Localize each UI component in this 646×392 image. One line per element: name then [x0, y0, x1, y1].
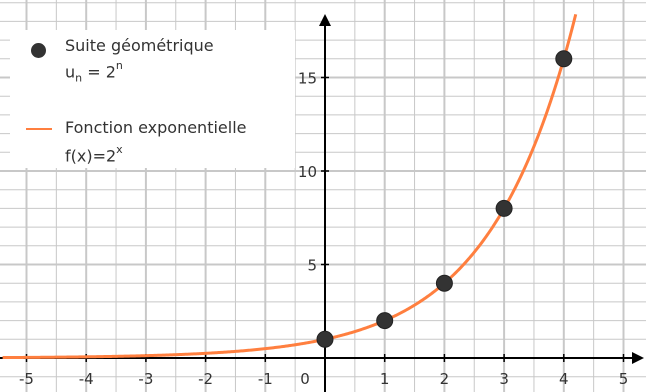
y-tick-label: 5	[307, 257, 317, 275]
legend-seq-u: u	[65, 62, 76, 82]
y-axis-arrow	[319, 14, 331, 26]
legend-seq-mid: = 2	[82, 62, 116, 82]
x-tick-label: 3	[499, 370, 509, 388]
y-tick-label: 15	[298, 70, 317, 88]
legend-sequence-formula: un = 2n	[65, 58, 123, 89]
x-tick-label: -3	[138, 370, 153, 388]
tick-labels: -5 -4 -3 -2 -1 0 1 2 3 4 5 5 10 15	[19, 70, 628, 389]
legend-sequence-title: Suite géométrique	[65, 36, 214, 55]
x-tick-label: 1	[380, 370, 390, 388]
legend-seq-sub: n	[75, 71, 83, 85]
legend-sequence-marker	[31, 43, 46, 58]
legend-fn-prefix: f(x)=2	[65, 146, 117, 166]
x-tick-label: -4	[79, 370, 94, 388]
sequence-point	[555, 50, 573, 68]
sequence-point	[435, 274, 453, 292]
x-tick-label: 4	[559, 370, 569, 388]
x-tick-label: 2	[440, 370, 450, 388]
x-tick-label: 0	[300, 370, 310, 388]
x-axis-arrow	[632, 352, 644, 364]
legend-fn-sup: x	[116, 143, 123, 156]
exponential-curve-group	[2, 13, 578, 360]
legend: Suite géométrique un = 2n Fonction expon…	[10, 30, 295, 168]
exponential-curve	[2, 13, 578, 360]
x-tick-label: -2	[198, 370, 213, 388]
x-tick-label: 5	[619, 370, 629, 388]
legend-seq-sup: n	[115, 59, 123, 72]
sequence-points-group	[316, 50, 573, 348]
x-tick-label: -1	[258, 370, 273, 388]
legend-function-formula: f(x)=2x	[65, 142, 123, 166]
sequence-point	[495, 199, 513, 217]
sequence-point	[376, 312, 394, 330]
sequence-point	[316, 330, 334, 348]
x-tick-label: -5	[19, 370, 34, 388]
y-tick-label: 10	[298, 163, 317, 181]
legend-curve-marker	[26, 128, 52, 130]
legend-function-title: Fonction exponentielle	[65, 118, 247, 137]
